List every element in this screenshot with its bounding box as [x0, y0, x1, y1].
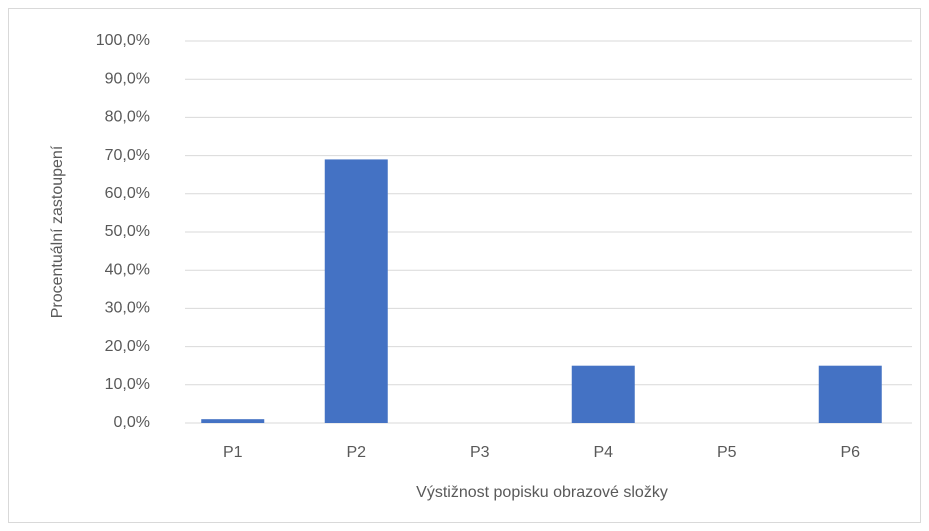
bar	[818, 365, 882, 423]
y-tick-label: 100,0%	[96, 32, 150, 49]
bar	[571, 365, 635, 423]
y-axis-label: Procentuální zastoupení	[49, 145, 66, 318]
y-tick-label: 40,0%	[105, 261, 150, 278]
bar	[324, 159, 388, 424]
y-tick-label: 50,0%	[105, 223, 150, 240]
y-tick-label: 80,0%	[105, 109, 150, 126]
x-tick-label: P6	[840, 444, 860, 461]
y-tick-label: 0,0%	[114, 414, 150, 431]
x-tick-label: P4	[593, 444, 613, 461]
y-tick-label: 90,0%	[105, 70, 150, 87]
y-tick-label: 60,0%	[105, 185, 150, 202]
x-tick-label: P5	[717, 444, 737, 461]
x-tick-label: P2	[346, 444, 366, 461]
y-tick-label: 30,0%	[105, 300, 150, 317]
chart-frame	[8, 8, 921, 523]
bar	[201, 419, 265, 423]
x-tick-label: P3	[470, 444, 490, 461]
y-tick-label: 20,0%	[105, 338, 150, 355]
y-tick-label: 70,0%	[105, 147, 150, 164]
y-tick-label: 10,0%	[105, 376, 150, 393]
x-axis-label: Výstižnost popisku obrazové složky	[416, 484, 668, 501]
x-tick-label: P1	[223, 444, 243, 461]
